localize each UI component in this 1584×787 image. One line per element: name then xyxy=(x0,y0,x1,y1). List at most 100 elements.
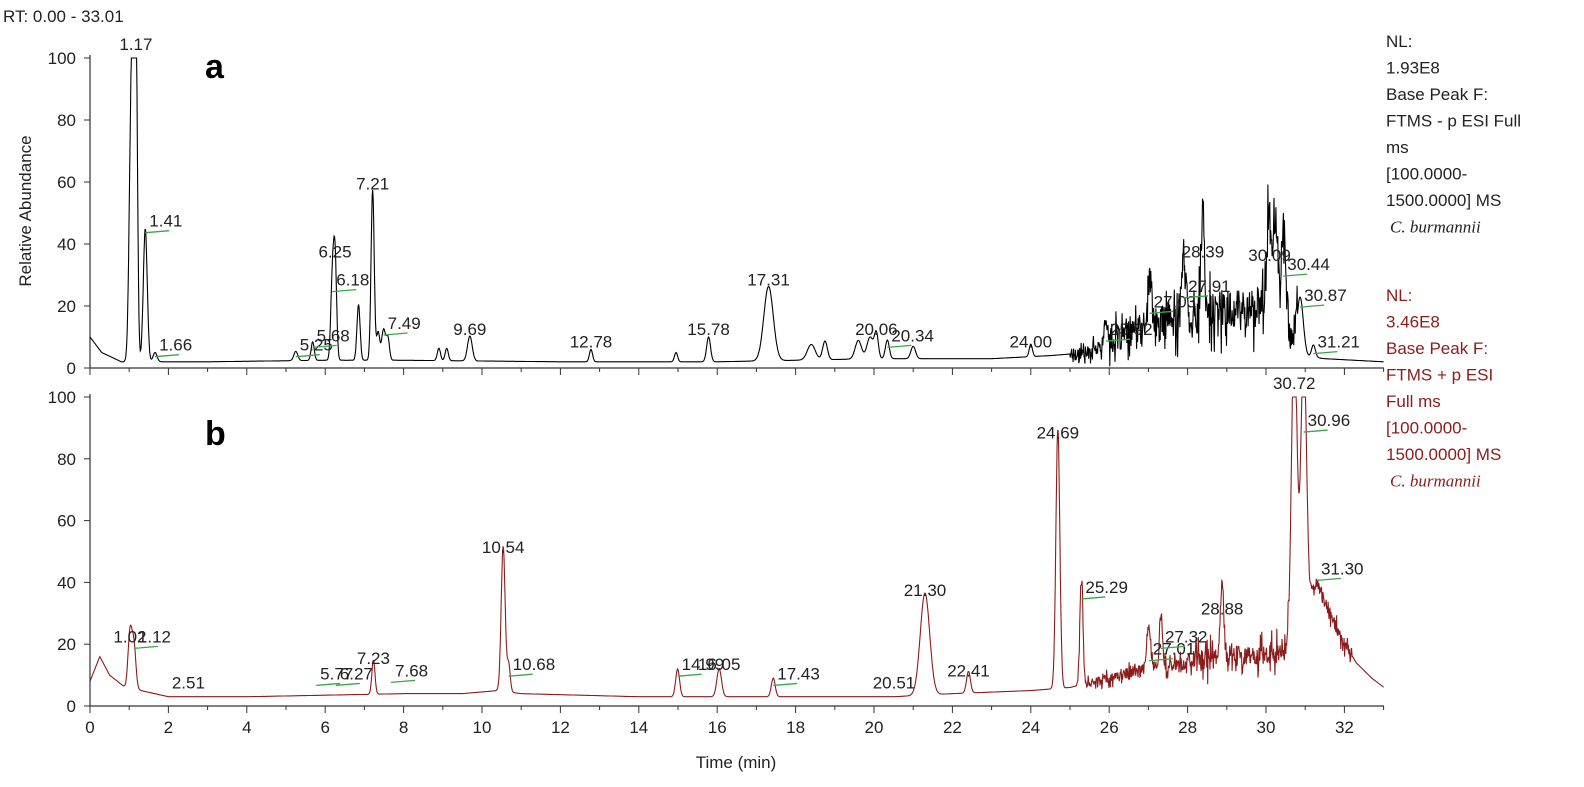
panel-a: 0 20 40 60 80 100 1.17 1.41 1.66 5.255.68 6.18 6.25… xyxy=(48,32,1521,378)
peak-label-group: 14.99 xyxy=(677,655,725,677)
peak-leader-line xyxy=(1184,295,1209,299)
peak-label: 12.78 xyxy=(570,333,613,352)
peak-leader-line xyxy=(677,673,702,677)
peak-label: 17.43 xyxy=(777,664,820,683)
peak-label-group: 20.34 xyxy=(887,326,934,349)
peak-leader-line xyxy=(1160,645,1186,650)
peak-label: 6.25 xyxy=(318,243,351,262)
x-tick-label: 12 xyxy=(551,718,570,737)
peak-label: 25.92 xyxy=(1110,320,1153,339)
peak-label: 27.32 xyxy=(1165,627,1208,646)
peak-label-group: 6.27 xyxy=(335,664,373,687)
peak-leader-line xyxy=(1148,658,1173,662)
peak-label-group: 2.51 xyxy=(172,674,205,693)
peak-label: 28.88 xyxy=(1201,600,1244,619)
peak-label-group: 17.43 xyxy=(773,664,820,687)
peak-label: 15.78 xyxy=(687,320,730,339)
peak-label: 7.23 xyxy=(357,649,390,668)
peak-leader-line xyxy=(133,645,158,650)
y-tick-label: 20 xyxy=(57,297,76,316)
y-tick-label: 40 xyxy=(57,235,76,254)
peak-label: 7.49 xyxy=(388,314,421,333)
peak-label: 28.39 xyxy=(1182,243,1225,262)
peak-leader-line xyxy=(1303,429,1328,433)
x-tick-label: 32 xyxy=(1335,718,1354,737)
peak-label: 6.18 xyxy=(336,271,369,290)
peak-leader-line xyxy=(773,682,798,687)
peak-label: 5.25 xyxy=(300,336,333,355)
peak-label: 27.01 xyxy=(1153,640,1196,659)
peak-leader-line xyxy=(1316,577,1342,582)
peak-leader-line xyxy=(1283,273,1308,277)
peak-label: 20.34 xyxy=(891,326,934,345)
info-line: ms xyxy=(1386,138,1409,157)
peak-leader-line xyxy=(1300,304,1325,308)
x-tick-label: 22 xyxy=(943,718,962,737)
peak-label: 24.69 xyxy=(1037,423,1080,442)
info-line: 1500.0000] MS xyxy=(1386,191,1501,210)
peak-label: 1.41 xyxy=(149,212,182,231)
x-tick-label: 20 xyxy=(865,718,884,737)
peak-label-group: 6.18 xyxy=(332,271,369,293)
species-label: C. burmannii xyxy=(1390,472,1481,491)
y-tick-label: 80 xyxy=(57,111,76,130)
info-line: Base Peak F: xyxy=(1386,85,1488,104)
info-line: [100.0000- xyxy=(1386,419,1467,438)
peak-label: 1.66 xyxy=(159,336,192,355)
peak-label-group: 22.41 xyxy=(947,661,990,680)
peak-label: 2.51 xyxy=(172,674,205,693)
peak-leader-line xyxy=(155,354,180,358)
x-tick-label: 6 xyxy=(320,718,329,737)
peak-label: 14.99 xyxy=(682,655,725,674)
peak-label-group: 7.68 xyxy=(391,661,428,684)
peak-label-group: 30.44 xyxy=(1283,255,1330,277)
peak-label-group: 16.05 xyxy=(698,655,741,674)
y-tick-label: 60 xyxy=(57,512,76,531)
peak-leader-line xyxy=(887,344,912,349)
info-line: 3.46E8 xyxy=(1386,313,1440,332)
info-block-b: NL: 3.46E8 Base Peak F: FTMS + p ESI Full ms… xyxy=(1386,286,1501,491)
x-tick-label: 2 xyxy=(164,718,173,737)
peak-label-group: 6.25 xyxy=(318,243,351,262)
peak-label-group: 24.69 xyxy=(1037,423,1080,442)
y-tick-label: 60 xyxy=(57,173,76,192)
peak-label-group: 24.00 xyxy=(1010,333,1053,352)
peak-label-group: 27.01 xyxy=(1148,640,1196,662)
peak-label: 6.27 xyxy=(340,664,373,683)
rt-range-header: RT: 0.00 - 33.01 xyxy=(3,7,124,26)
peak-label-group: 27.91 xyxy=(1184,277,1231,299)
peak-label-group: 20.06 xyxy=(855,320,898,339)
peak-label: 30.09 xyxy=(1248,246,1291,265)
x-tick-label: 10 xyxy=(473,718,492,737)
peak-label-group: 5.68 xyxy=(312,326,350,349)
peak-label: 10.54 xyxy=(482,538,525,557)
info-line: NL: xyxy=(1386,32,1412,51)
peak-label: 30.72 xyxy=(1273,374,1316,393)
peak-leader-line xyxy=(295,354,320,358)
y-tick-label: 100 xyxy=(48,49,76,68)
peak-label-group: 30.72 xyxy=(1273,374,1316,393)
peak-leader-line xyxy=(332,288,357,293)
y-tick-label: 20 xyxy=(57,635,76,654)
peak-label-group: 1.12 xyxy=(133,627,171,650)
peak-leader-line xyxy=(391,679,416,684)
peak-label-group: 1.02 xyxy=(113,627,146,646)
info-line: FTMS + p ESI xyxy=(1386,366,1493,385)
x-tick-label: 24 xyxy=(1021,718,1040,737)
peak-leader-line xyxy=(1149,310,1174,314)
x-axis-title: Time (min) xyxy=(696,753,777,772)
info-line: 1.93E8 xyxy=(1386,59,1440,78)
peak-label-group: 15.78 xyxy=(687,320,730,339)
peak-label-group: 28.88 xyxy=(1201,600,1244,619)
peak-leader-line xyxy=(383,332,408,336)
peak-label-group: 27.32 xyxy=(1160,627,1208,650)
chromatogram-trace-b xyxy=(89,396,1384,698)
peak-label-group: 20.51 xyxy=(873,674,916,693)
peak-label: 17.31 xyxy=(747,271,790,290)
peak-label-group: 17.31 xyxy=(747,271,790,290)
peak-label-group: 21.30 xyxy=(904,581,947,600)
peak-label-group: 28.39 xyxy=(1182,243,1225,262)
peak-label-group: 7.23 xyxy=(357,649,390,668)
